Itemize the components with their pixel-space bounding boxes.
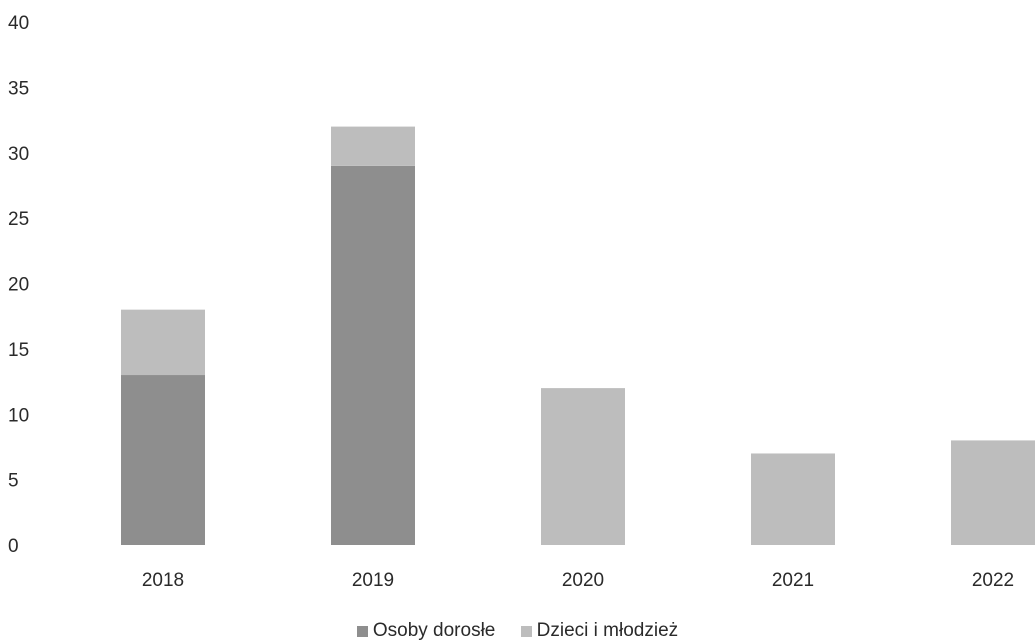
y-tick-label: 0 bbox=[8, 536, 19, 557]
bar-segment-2019-children bbox=[331, 126, 415, 166]
legend-label-adults: Osoby dorosłe bbox=[372, 620, 496, 641]
y-tick-label: 5 bbox=[8, 471, 19, 492]
y-tick-label: 10 bbox=[8, 405, 29, 426]
x-tick-label: 2020 bbox=[562, 570, 604, 591]
y-axis: 0 5 10 15 20 25 30 35 40 bbox=[8, 13, 29, 557]
y-tick-label: 15 bbox=[8, 340, 29, 361]
legend-swatch-children bbox=[520, 625, 532, 637]
stacked-bar-chart: 0 5 10 15 20 25 30 35 40 2018 2019 2020 2021 2022 bbox=[8, 13, 1035, 591]
bar-segment-2018-adults bbox=[121, 375, 205, 545]
y-tick-label: 20 bbox=[8, 275, 29, 296]
y-tick-label: 30 bbox=[8, 144, 29, 165]
x-tick-label: 2018 bbox=[142, 570, 184, 591]
bars bbox=[121, 126, 1035, 545]
legend-item-adults: Osoby dorosłe bbox=[356, 620, 496, 642]
bar-segment-2019-adults bbox=[331, 165, 415, 545]
x-axis: 2018 2019 2020 2021 2022 bbox=[142, 570, 1014, 591]
bar-segment-2018-children bbox=[121, 309, 205, 376]
x-tick-label: 2019 bbox=[352, 570, 394, 591]
bar-segment-2020-children bbox=[541, 388, 625, 545]
legend: Osoby dorosłe Dzieci i młodzież bbox=[0, 620, 1035, 643]
x-tick-label: 2022 bbox=[972, 570, 1014, 591]
legend-swatch-adults bbox=[356, 625, 368, 637]
y-tick-label: 35 bbox=[8, 78, 29, 99]
legend-label-children: Dzieci i młodzież bbox=[536, 620, 679, 641]
y-tick-label: 40 bbox=[8, 13, 29, 34]
bar-segment-2022-children bbox=[951, 440, 1035, 545]
y-tick-label: 25 bbox=[8, 209, 29, 230]
legend-item-children: Dzieci i młodzież bbox=[520, 620, 679, 642]
x-tick-label: 2021 bbox=[772, 570, 814, 591]
bar-segment-2021-children bbox=[751, 453, 835, 545]
